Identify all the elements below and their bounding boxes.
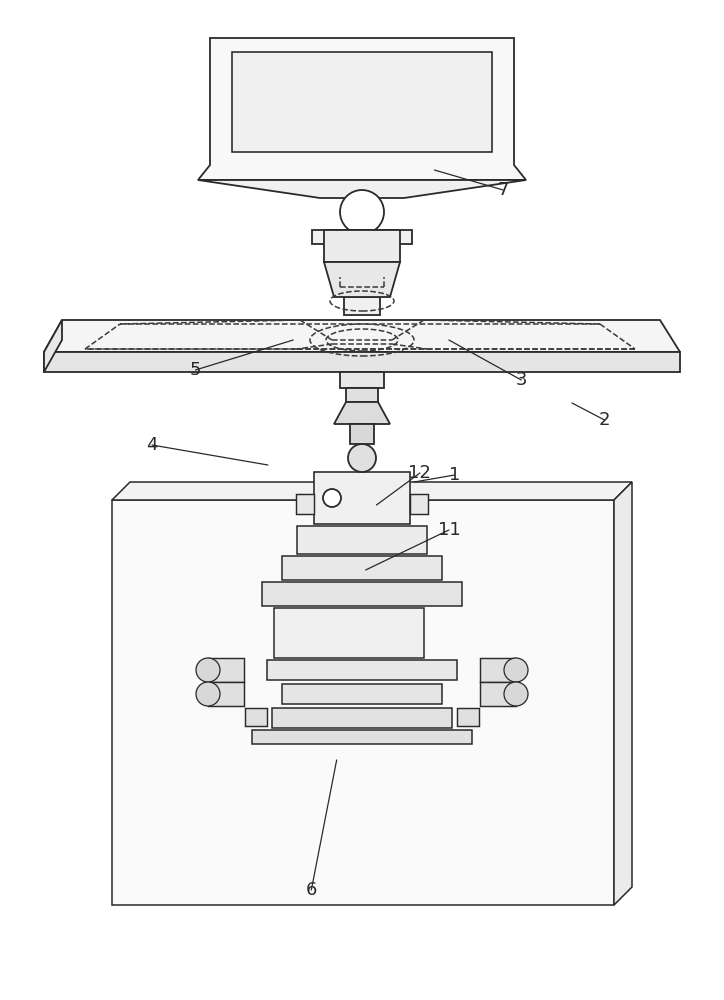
Text: 12: 12 <box>408 464 432 482</box>
Ellipse shape <box>196 658 220 682</box>
Text: 5: 5 <box>190 361 201 379</box>
Polygon shape <box>112 482 632 500</box>
Bar <box>208 682 244 706</box>
Text: 11: 11 <box>437 521 460 539</box>
Polygon shape <box>198 38 526 180</box>
Bar <box>232 52 492 152</box>
Text: 4: 4 <box>146 436 158 454</box>
Bar <box>340 372 384 388</box>
Bar <box>324 230 400 262</box>
Bar <box>312 230 412 244</box>
Bar <box>480 658 516 682</box>
Bar <box>410 494 428 514</box>
Bar <box>112 500 614 905</box>
Polygon shape <box>614 482 632 905</box>
Text: 1: 1 <box>449 466 460 484</box>
Bar <box>252 730 472 744</box>
Text: 6: 6 <box>306 881 317 899</box>
Bar <box>267 660 457 680</box>
Bar <box>350 424 374 444</box>
Ellipse shape <box>504 682 528 706</box>
Bar <box>245 708 267 726</box>
Bar <box>272 708 452 728</box>
Ellipse shape <box>348 444 376 472</box>
Bar <box>297 526 427 554</box>
Ellipse shape <box>340 190 384 234</box>
Bar <box>262 582 462 606</box>
Bar <box>346 388 378 402</box>
Bar <box>296 494 314 514</box>
Bar <box>208 658 244 682</box>
Ellipse shape <box>323 489 341 507</box>
Polygon shape <box>334 402 390 424</box>
Ellipse shape <box>504 658 528 682</box>
Ellipse shape <box>196 682 220 706</box>
Bar <box>282 684 442 704</box>
Bar <box>314 472 410 524</box>
Text: 3: 3 <box>515 371 527 389</box>
Text: 7: 7 <box>497 181 509 199</box>
Polygon shape <box>324 262 400 297</box>
Bar <box>344 297 380 315</box>
Polygon shape <box>44 320 62 372</box>
Bar <box>480 682 516 706</box>
Bar <box>282 556 442 580</box>
Polygon shape <box>44 352 680 372</box>
Text: 2: 2 <box>599 411 610 429</box>
Bar <box>457 708 479 726</box>
Polygon shape <box>44 320 680 352</box>
Bar <box>274 608 424 658</box>
Polygon shape <box>198 180 526 198</box>
